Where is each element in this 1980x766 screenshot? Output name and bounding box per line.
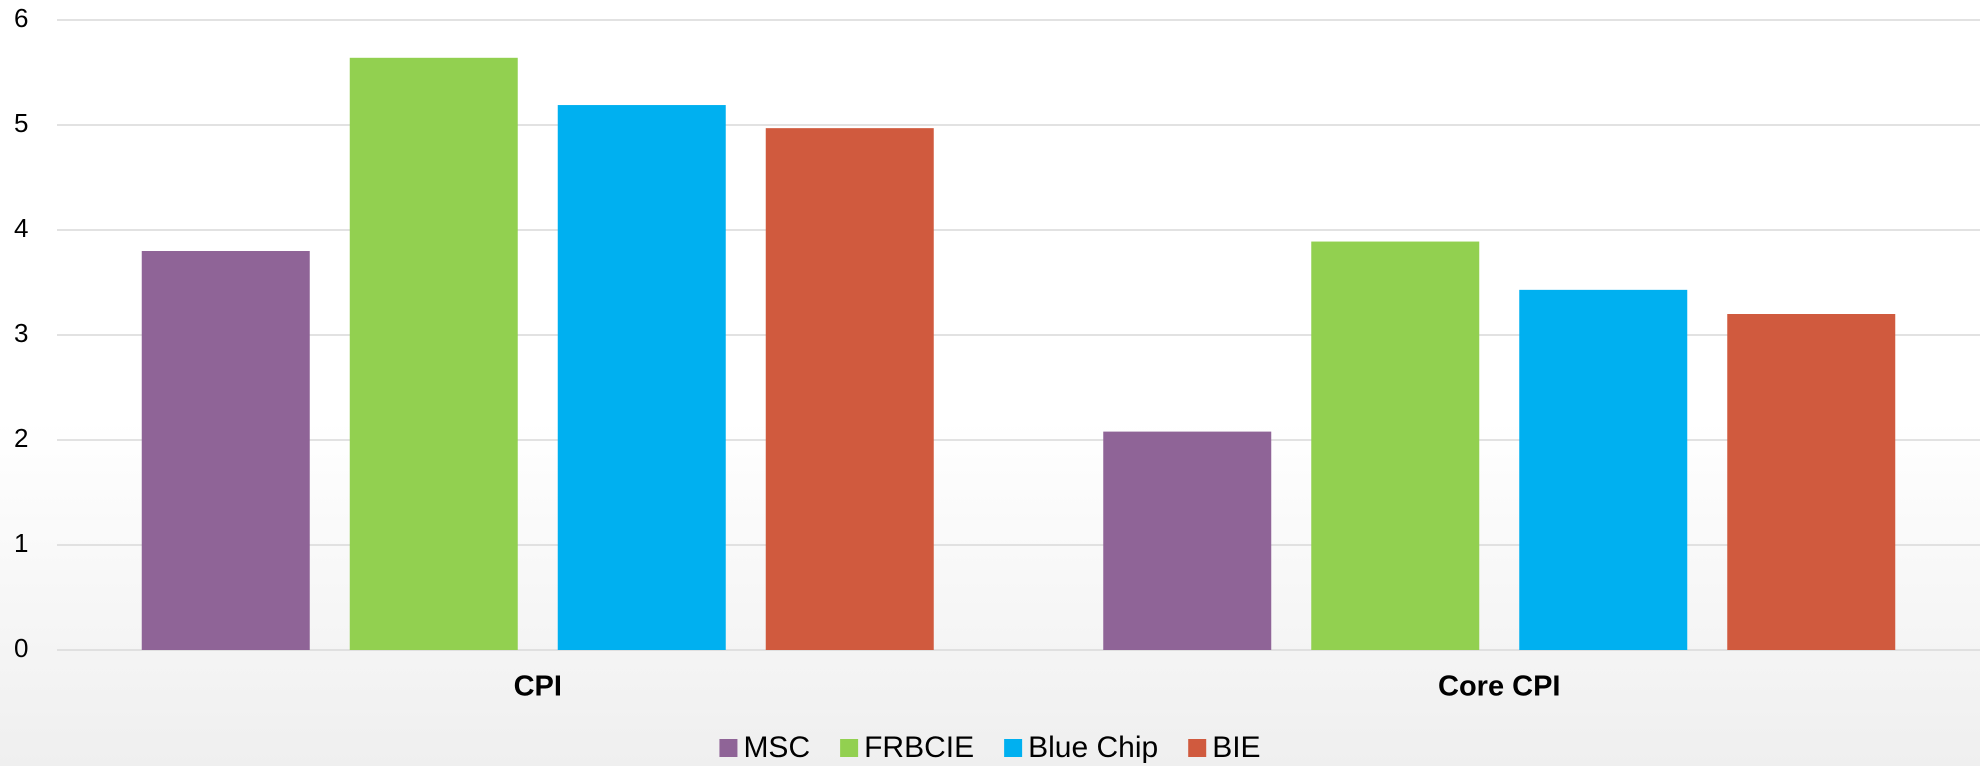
- bar: [765, 128, 934, 650]
- legend-label: BIE: [1212, 731, 1260, 764]
- legend-swatch: [1188, 739, 1207, 757]
- legend-swatch: [719, 739, 738, 757]
- bar: [1519, 289, 1688, 650]
- bar: [349, 57, 518, 651]
- bar: [141, 251, 310, 650]
- legend-label: Blue Chip: [1028, 731, 1158, 764]
- bar: [557, 105, 726, 651]
- y-tick-label: 3: [14, 318, 28, 348]
- legend-swatch: [840, 739, 859, 757]
- y-tick-label: 2: [14, 423, 28, 453]
- bar: [1727, 314, 1896, 650]
- y-tick-label: 1: [14, 528, 28, 558]
- legend-label: FRBCIE: [864, 731, 974, 764]
- x-tick-label: Core CPI: [1438, 671, 1560, 703]
- bar: [1103, 431, 1272, 650]
- y-tick-label: 6: [14, 3, 28, 33]
- y-tick-label: 0: [14, 633, 28, 663]
- bar: [1311, 241, 1480, 651]
- legend-swatch: [1004, 739, 1023, 757]
- y-tick-label: 4: [14, 213, 28, 243]
- legend-label: MSC: [743, 731, 810, 764]
- x-tick-label: CPI: [514, 671, 562, 703]
- y-tick-label: 5: [14, 108, 28, 138]
